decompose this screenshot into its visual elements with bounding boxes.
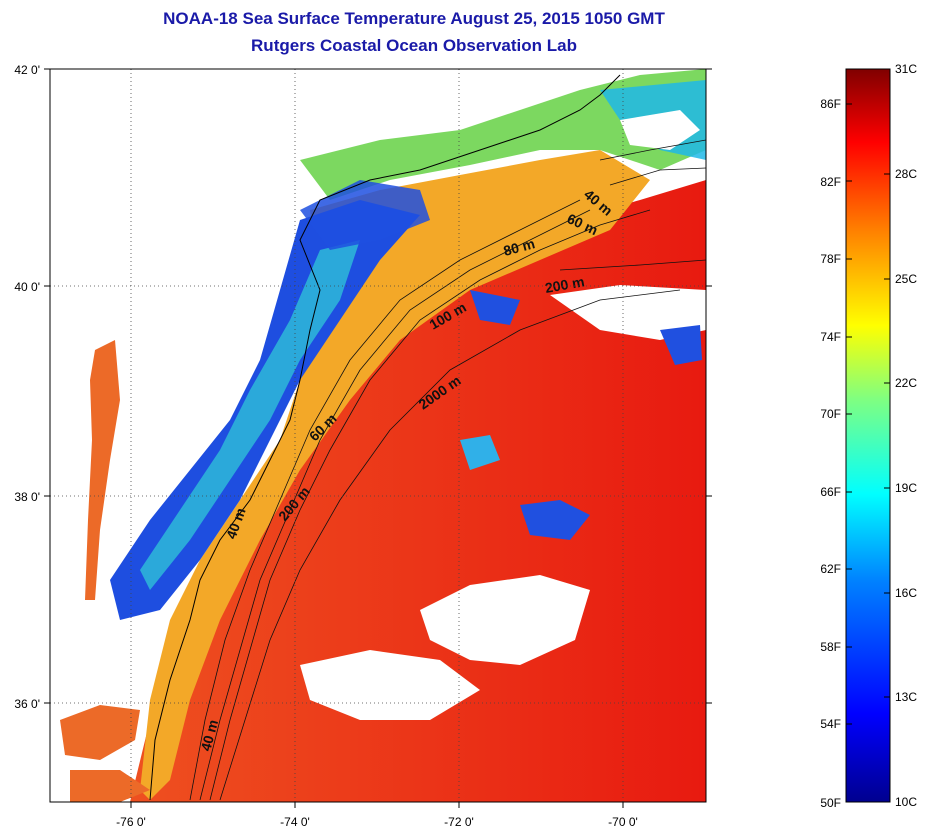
x-tick-label: -74 0' xyxy=(280,815,310,829)
contour-label: 200 m xyxy=(544,273,586,296)
colorbar-c-label: 16C xyxy=(895,586,917,600)
cloud-cluster xyxy=(300,650,480,720)
y-tick-label: 40 0' xyxy=(14,280,40,294)
colorbar xyxy=(845,68,891,803)
graticule xyxy=(50,69,706,802)
northern-cool xyxy=(300,69,706,200)
y-tick-label: 38 0' xyxy=(14,490,40,504)
x-tick-label: -76 0' xyxy=(116,815,146,829)
albemarle-sound xyxy=(60,705,140,760)
colorbar-f-label: 62F xyxy=(820,562,841,576)
cloud-cluster xyxy=(420,575,590,665)
cool-patch xyxy=(660,325,702,365)
mid-nearshore xyxy=(140,240,360,590)
colorbar-ticks xyxy=(846,68,890,803)
x-tick-label: -72 0' xyxy=(444,815,474,829)
colorbar-f-label: 82F xyxy=(820,175,841,189)
x-tick-label: -70 0' xyxy=(608,815,638,829)
map-title: NOAA-18 Sea Surface Temperature August 2… xyxy=(163,9,665,28)
northern-blue xyxy=(300,180,430,250)
y-tick-marks xyxy=(44,68,712,808)
colorbar-f-label: 66F xyxy=(820,485,841,499)
cloud-cluster xyxy=(620,110,700,150)
shelf-water xyxy=(140,150,650,800)
colorbar-f-label: 54F xyxy=(820,717,841,731)
colorbar-c-label: 25C xyxy=(895,272,917,286)
colorbar-c-label: 28C xyxy=(895,167,917,181)
y-tick-label: 36 0' xyxy=(14,697,40,711)
colorbar-c-label: 22C xyxy=(895,376,917,390)
coastline xyxy=(149,74,621,801)
cloud-cluster xyxy=(550,285,706,340)
colorbar-f-label: 70F xyxy=(820,407,841,421)
cool-patch xyxy=(460,435,500,470)
colorbar-c-label: 10C xyxy=(895,795,917,809)
colorbar-f-label: 86F xyxy=(820,97,841,111)
sst-image: 40 m 60 m 80 m 100 m 200 m 2000 m 60 m 2… xyxy=(50,69,706,802)
pamlico-sound xyxy=(70,770,150,802)
plot-frame xyxy=(49,68,707,803)
cool-patch xyxy=(520,500,590,540)
colorbar-f-label: 58F xyxy=(820,640,841,654)
bathymetry-contours xyxy=(189,139,706,801)
y-tick-label: 42 0' xyxy=(14,63,40,77)
map-subtitle: Rutgers Coastal Ocean Observation Lab xyxy=(251,36,577,55)
contour-label: 40 m xyxy=(197,718,221,753)
colorbar-c-label: 31C xyxy=(895,62,917,76)
colorbar-c-label: 13C xyxy=(895,690,917,704)
chesapeake-bay xyxy=(85,340,120,600)
colorbar-c-label: 19C xyxy=(895,481,917,495)
cool-patch xyxy=(470,290,520,325)
colorbar-f-label: 78F xyxy=(820,252,841,266)
colorbar-f-label: 74F xyxy=(820,330,841,344)
colorbar-f-label: 50F xyxy=(820,796,841,810)
contour-label: 80 m xyxy=(502,235,537,259)
